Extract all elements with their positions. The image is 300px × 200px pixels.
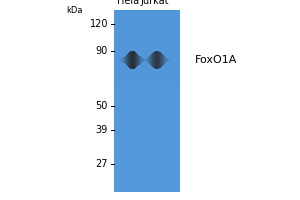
Bar [114,115,180,117]
Bar [114,106,180,108]
Bar [114,121,180,124]
Text: Hela: Hela [118,0,140,6]
Bar [114,128,180,131]
Bar [114,69,180,71]
Bar [114,151,180,153]
Bar [114,172,180,174]
Bar [114,65,180,67]
Bar [114,176,180,178]
Bar [114,87,180,90]
Bar [114,185,180,187]
Text: 27: 27 [95,159,108,169]
Bar [114,21,180,24]
Bar [114,90,180,92]
Bar [114,140,180,142]
Text: kDa: kDa [66,6,82,15]
Bar [114,30,180,33]
Bar [114,162,180,165]
Bar [114,81,180,83]
Bar [114,44,180,46]
Bar [114,142,180,144]
Text: 39: 39 [96,125,108,135]
Bar [114,51,180,53]
Bar [114,24,180,26]
Bar [114,167,180,169]
Bar [114,156,180,158]
Bar [114,94,180,96]
Bar [114,17,180,19]
Bar [114,101,180,103]
Bar [114,144,180,146]
Bar [114,19,180,21]
Bar [114,10,180,12]
Bar [114,110,180,112]
Bar [114,137,180,140]
Bar [114,99,180,101]
Bar [114,78,180,81]
Bar [114,135,180,137]
Bar [114,15,180,17]
Bar [114,158,180,160]
Bar [114,187,180,190]
Bar [114,46,180,49]
Bar [114,71,180,74]
Bar [114,76,180,78]
Bar [114,96,180,99]
Bar [114,153,180,156]
Bar [114,119,180,121]
Bar [114,37,180,40]
Bar [114,28,180,30]
Bar [114,62,180,65]
Bar [114,108,180,110]
Bar [114,126,180,128]
Bar [114,58,180,60]
Bar [114,40,180,42]
Bar [114,165,180,167]
Bar [114,60,180,62]
Bar [114,35,180,37]
Bar [114,85,180,87]
Bar [114,67,180,69]
Bar [114,178,180,181]
Bar [114,49,180,51]
Bar [114,53,180,56]
Bar [114,169,180,172]
Bar [114,117,180,119]
Text: 120: 120 [89,19,108,29]
Bar [114,83,180,85]
Bar [114,133,180,135]
Text: 50: 50 [96,101,108,111]
Bar [114,56,180,58]
Bar [114,181,180,183]
Bar [114,124,180,126]
Bar [114,74,180,76]
Bar [114,160,180,162]
Text: FoxO1A: FoxO1A [195,55,237,65]
Bar [114,12,180,15]
Bar [114,131,180,133]
Bar [114,190,180,192]
Bar [114,33,180,35]
Bar [114,112,180,115]
Bar [114,146,180,149]
Text: 90: 90 [96,46,108,56]
Bar [114,42,180,44]
Bar [114,103,180,106]
Bar [114,149,180,151]
Bar [114,174,180,176]
Bar [114,26,180,28]
Text: Jurkat: Jurkat [141,0,169,6]
Bar [114,183,180,185]
Bar [114,92,180,94]
